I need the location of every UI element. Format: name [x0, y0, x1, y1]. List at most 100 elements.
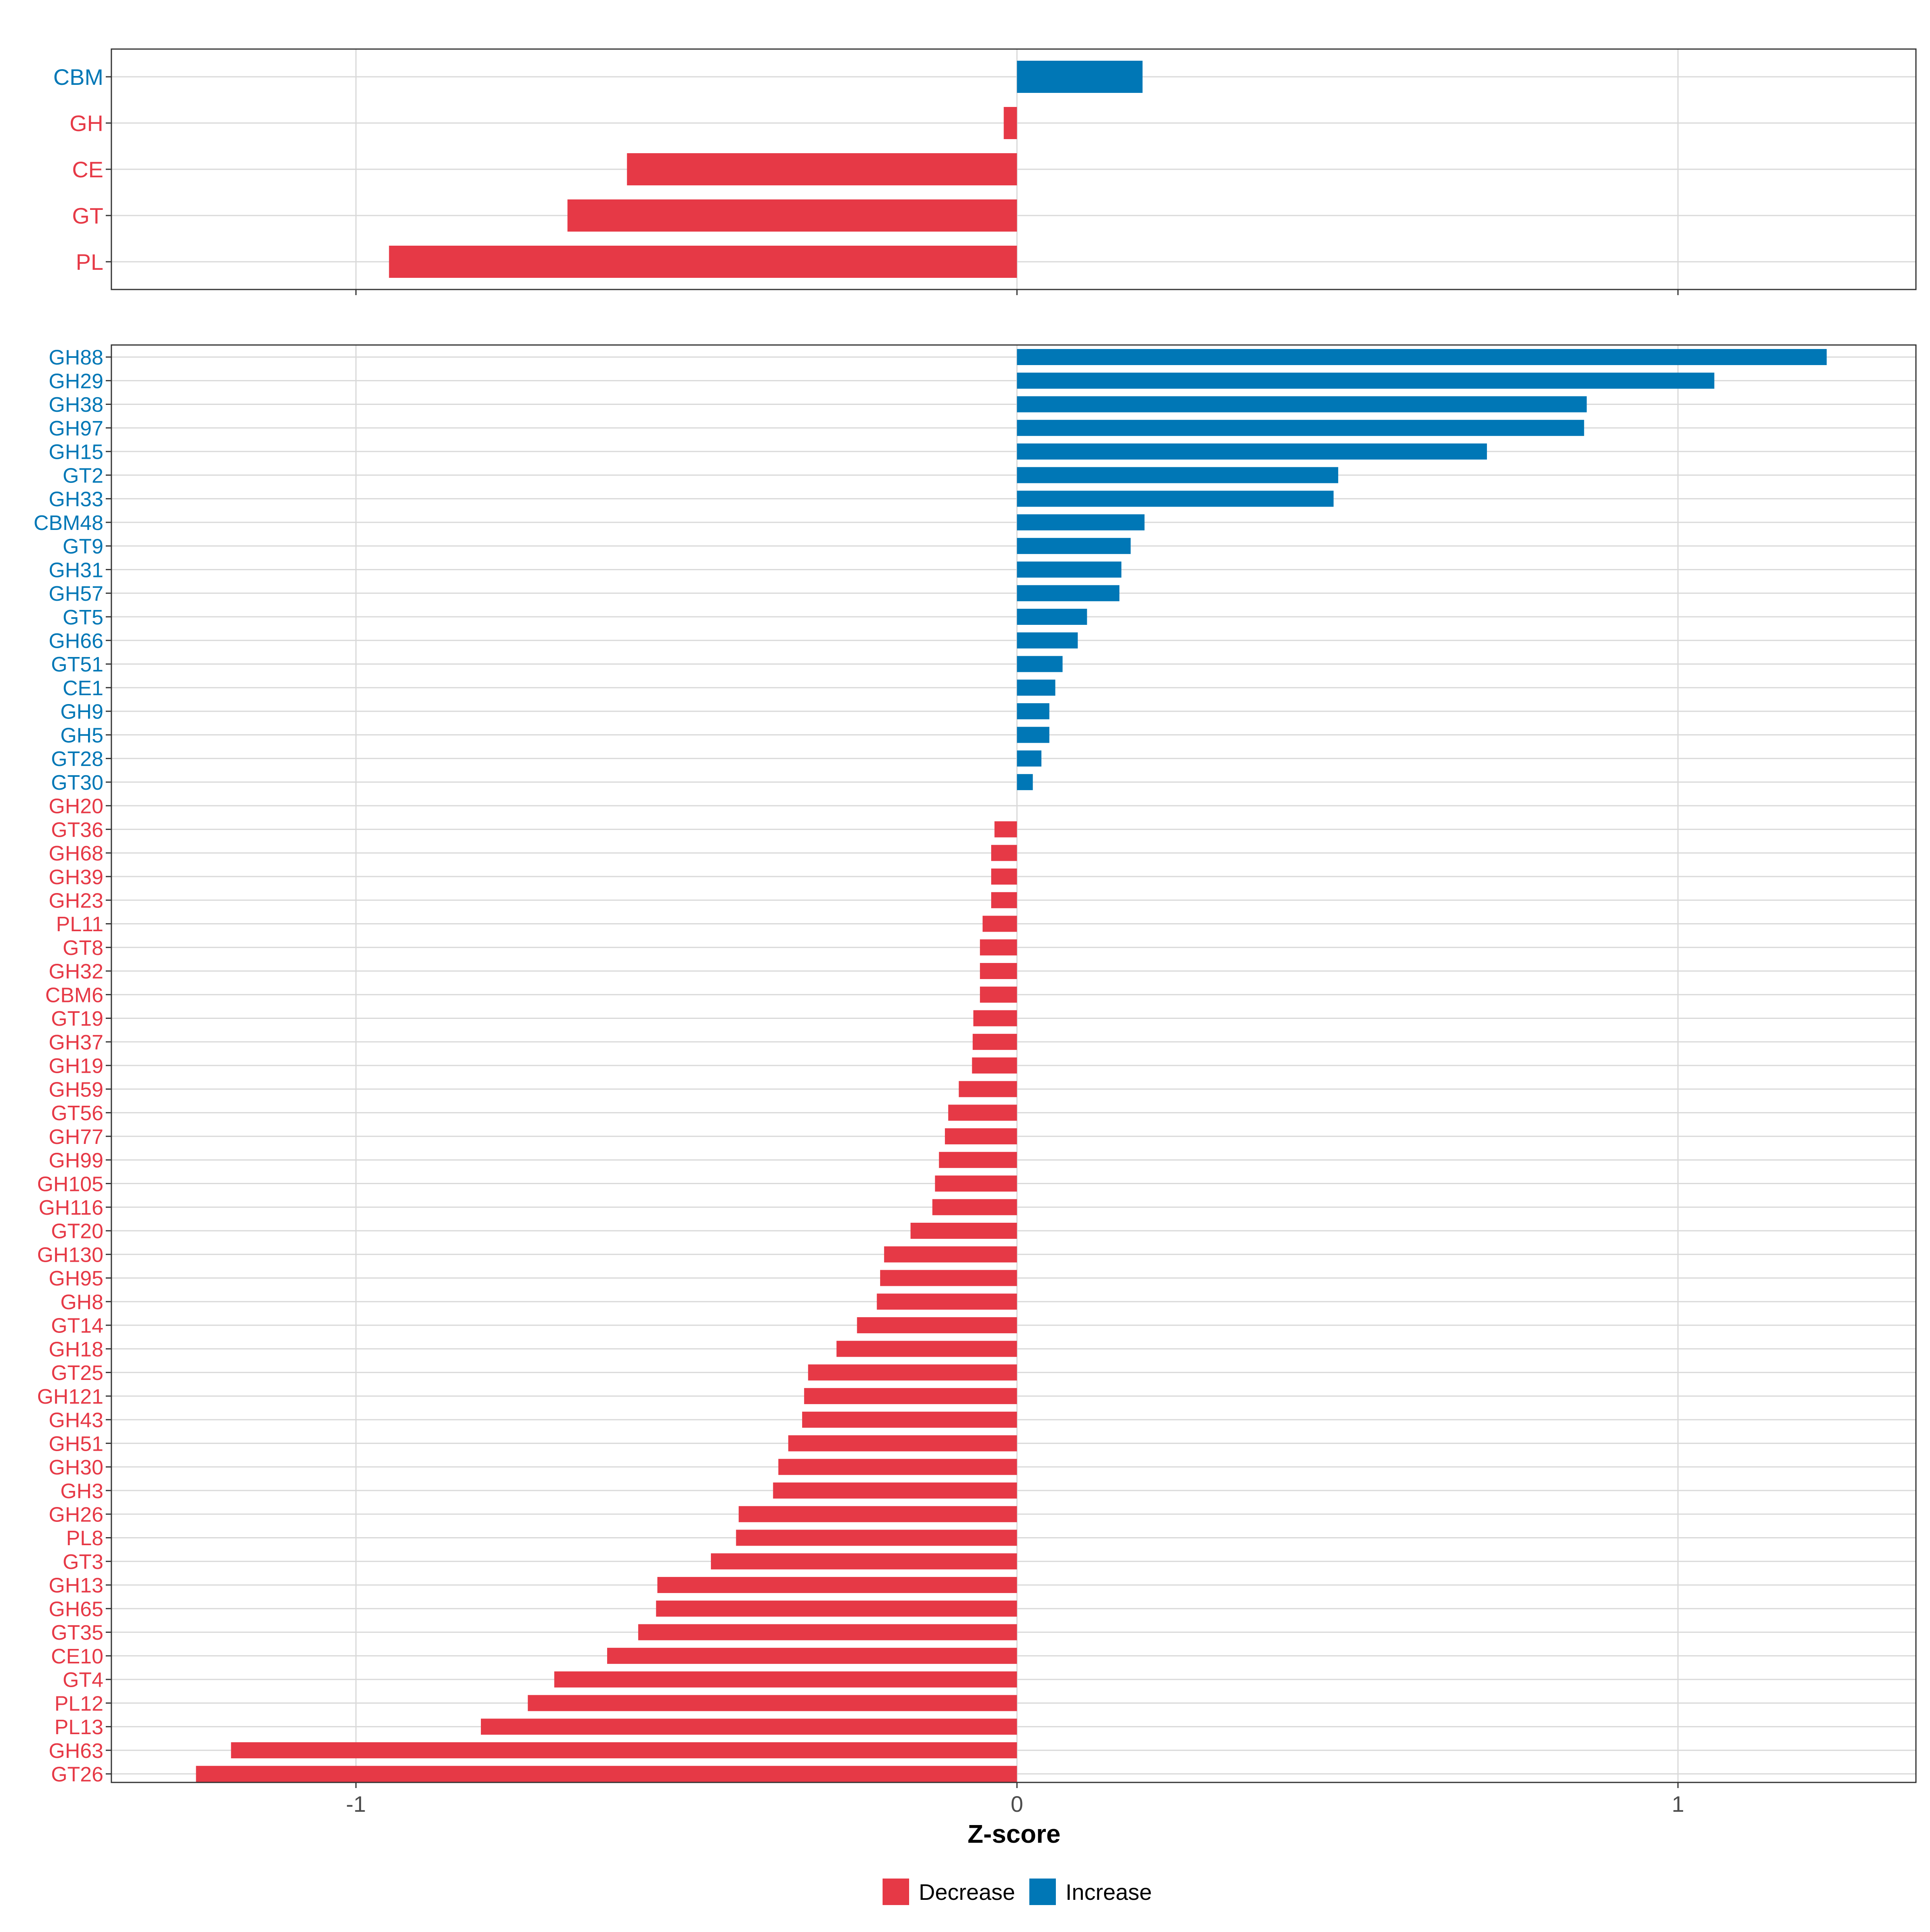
bar-gh31 — [1017, 561, 1121, 578]
y-label-gh63: GH63 — [49, 1739, 103, 1763]
y-label-cbm: CBM — [53, 64, 103, 90]
bar-gh8 — [877, 1293, 1017, 1310]
y-label-gt: GT — [72, 203, 103, 228]
bar-gh19 — [972, 1057, 1017, 1074]
y-label-gt3: GT3 — [63, 1550, 103, 1574]
bar-gh37 — [973, 1034, 1017, 1050]
y-label-gt51: GT51 — [51, 653, 103, 676]
bar-gh68 — [991, 845, 1017, 861]
bar-gh130 — [884, 1246, 1017, 1263]
y-label-gh97: GH97 — [49, 417, 103, 440]
x-tick-label: 0 — [1011, 1791, 1023, 1817]
legend-swatch-decrease — [883, 1879, 909, 1905]
bar-gt51 — [1017, 656, 1063, 672]
top-panel: CBM GH CE GT PL — [53, 48, 1917, 295]
y-label-gt5: GT5 — [63, 606, 103, 629]
bar-gt30 — [1017, 774, 1033, 790]
y-label-gh65: GH65 — [49, 1597, 103, 1621]
bar-gh88 — [1017, 349, 1827, 365]
bar-gt26 — [196, 1766, 1017, 1782]
y-label-gh19: GH19 — [49, 1055, 103, 1078]
y-label-gt19: GT19 — [51, 1007, 103, 1031]
y-label-gh8: GH8 — [60, 1291, 103, 1314]
y-label-gh88: GH88 — [49, 346, 103, 370]
bar-gh39 — [991, 868, 1017, 885]
y-label-gt20: GT20 — [51, 1220, 103, 1243]
bar-gt5 — [1017, 609, 1087, 625]
panel-border — [111, 344, 1917, 1783]
bar-gh43 — [802, 1411, 1017, 1428]
y-label-gt9: GT9 — [63, 535, 103, 558]
bar-gh — [1004, 107, 1017, 139]
y-label-gt26: GT26 — [51, 1763, 103, 1786]
panel-border — [111, 48, 1917, 290]
y-label-gh33: GH33 — [49, 488, 103, 511]
y-label-ce1: CE1 — [63, 677, 103, 700]
y-label-gh20: GH20 — [49, 795, 103, 818]
bar-pl — [389, 246, 1017, 278]
bar-gt28 — [1017, 750, 1042, 767]
bar-gt36 — [994, 821, 1017, 838]
y-label-gh121: GH121 — [37, 1385, 103, 1408]
y-label-gh99: GH99 — [49, 1149, 103, 1172]
bar-gt14 — [857, 1317, 1017, 1333]
bar-gh77 — [945, 1128, 1017, 1145]
y-label-gh29: GH29 — [49, 370, 103, 393]
legend: Decrease Increase — [883, 1879, 1152, 1905]
legend-label-increase: Increase — [1066, 1879, 1152, 1905]
y-label-pl11: PL11 — [56, 913, 103, 936]
bar-ce — [627, 153, 1017, 185]
y-label-gt35: GT35 — [51, 1621, 103, 1645]
bar-gh116 — [932, 1199, 1017, 1215]
y-label-gh18: GH18 — [49, 1338, 103, 1361]
y-label-gh23: GH23 — [49, 889, 103, 913]
bar-gh23 — [991, 892, 1017, 908]
y-label-cbm48: CBM48 — [34, 511, 103, 535]
y-label-pl12: PL12 — [55, 1692, 103, 1715]
bar-gh9 — [1017, 703, 1049, 719]
y-label-gt56: GT56 — [51, 1102, 103, 1125]
bar-gh57 — [1017, 585, 1120, 602]
y-label-gt25: GT25 — [51, 1361, 103, 1385]
y-label-gh3: GH3 — [60, 1480, 103, 1503]
bar-gh99 — [939, 1152, 1017, 1168]
bar-gt3 — [711, 1553, 1017, 1570]
y-label-gh116: GH116 — [39, 1196, 103, 1220]
x-tick-label: 1 — [1672, 1791, 1684, 1817]
y-label-gt28: GT28 — [51, 747, 103, 771]
bar-gt — [567, 199, 1017, 232]
bar-ce1 — [1017, 680, 1055, 696]
bar-gh51 — [788, 1435, 1017, 1452]
bar-pl13 — [480, 1718, 1017, 1735]
bar-gh59 — [959, 1081, 1017, 1097]
y-label-gt2: GT2 — [63, 464, 103, 487]
y-label-pl8: PL8 — [66, 1527, 103, 1550]
bar-gt56 — [948, 1105, 1017, 1121]
y-label-gt14: GT14 — [51, 1314, 103, 1338]
y-label-gh95: GH95 — [49, 1267, 103, 1290]
legend-swatch-increase — [1029, 1879, 1056, 1905]
bar-gh5 — [1017, 727, 1049, 743]
bar-pl8 — [736, 1530, 1017, 1546]
bar-gt4 — [554, 1671, 1017, 1688]
bar-gh26 — [739, 1506, 1017, 1522]
y-label-gh32: GH32 — [49, 960, 103, 983]
bar-gt19 — [973, 1010, 1017, 1027]
bar-gt8 — [980, 939, 1017, 956]
y-label-gh130: GH130 — [37, 1243, 103, 1267]
y-label-gh38: GH38 — [49, 393, 103, 417]
bar-gt25 — [808, 1364, 1017, 1381]
y-label-gh31: GH31 — [49, 558, 103, 582]
bar-gh66 — [1017, 632, 1078, 649]
bar-gt20 — [910, 1223, 1017, 1239]
bar-gh65 — [656, 1600, 1017, 1617]
y-label-gh43: GH43 — [49, 1409, 103, 1432]
bar-gh95 — [880, 1270, 1017, 1286]
y-label-gh105: GH105 — [37, 1172, 103, 1196]
y-label-gh9: GH9 — [60, 700, 103, 724]
y-label-gh59: GH59 — [49, 1078, 103, 1101]
y-label-pl13: PL13 — [55, 1716, 103, 1739]
y-label-gh37: GH37 — [49, 1031, 103, 1054]
bottom-panel: GH88GH29GH38GH97GH15GT2GH33CBM48GT9GH31G… — [34, 344, 1917, 1817]
bar-gh38 — [1017, 396, 1587, 413]
